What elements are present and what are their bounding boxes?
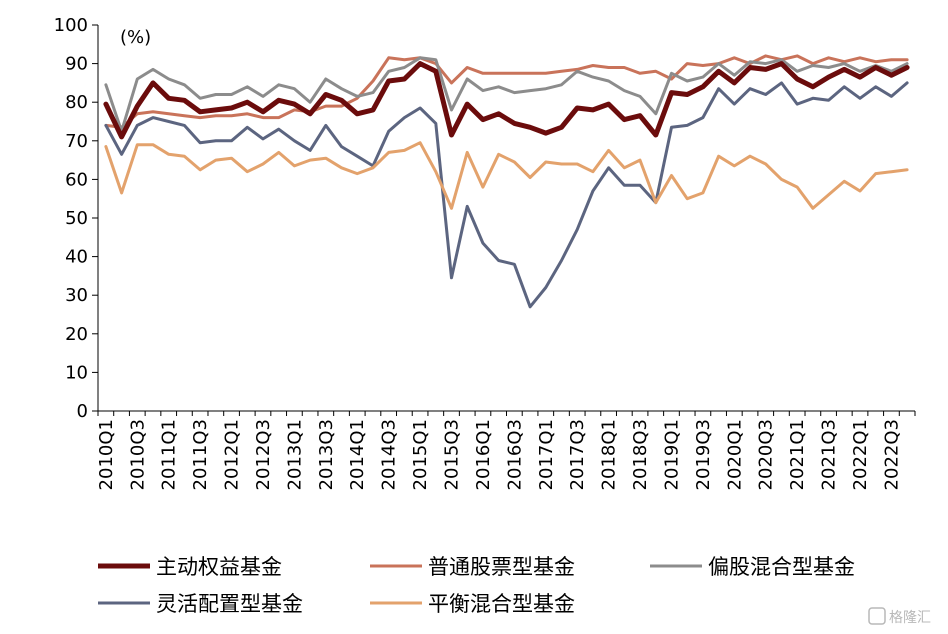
x-tick-label: 2010Q3 [127,419,148,490]
x-tick-label: 2018Q3 [630,419,651,490]
x-tick-label: 2020Q1 [724,419,745,490]
x-tick-label: 2016Q1 [473,419,494,490]
plot-lines [103,54,910,309]
y-axis: 0 10 20 30 40 50 60 70 80 90 100 [54,15,99,422]
x-tick-label: 2021Q1 [787,419,808,490]
y-tick-label: 0 [77,401,88,422]
x-tick-label: 2020Q3 [756,419,777,490]
legend-label-2: 偏股混合型基金 [708,555,855,579]
x-tick-label: 2011Q1 [159,419,180,490]
y-tick-label: 40 [65,247,88,268]
x-axis: 2010Q1 2010Q3 2011Q1 2011Q3 2012Q1 2012Q3 2013… [96,410,916,490]
x-tick-label: 2019Q3 [693,419,714,490]
x-tick-label: 2021Q3 [819,419,840,490]
series-line-1 [104,54,909,129]
y-tick-label: 30 [65,285,88,306]
y-tick-label: 80 [65,92,88,113]
x-tick-label: 2014Q3 [379,419,400,490]
series-line-0 [103,61,910,140]
unit-label: (%) [120,27,151,48]
x-tick-label: 2012Q1 [222,419,243,490]
series-line-2 [104,56,909,133]
x-tick-label: 2022Q1 [850,419,871,490]
legend-label-1: 普通股票型基金 [428,555,575,579]
series-line-4 [104,141,909,210]
y-tick-label: 10 [65,362,88,383]
x-tick-label: 2018Q1 [599,419,620,490]
x-tick-label: 2013Q3 [316,419,337,490]
legend-label-3: 灵活配置型基金 [156,592,303,616]
legend-label-4: 平衡混合型基金 [428,592,575,616]
x-tick-label: 2017Q1 [536,419,557,490]
x-tick-label: 2019Q1 [661,419,682,490]
y-tick-label: 50 [65,208,88,229]
y-tick-label: 100 [54,15,88,36]
x-tick-label: 2022Q3 [881,419,902,490]
x-tick-label: 2010Q1 [96,419,117,490]
watermark-logo-icon [868,607,886,625]
y-tick-label: 70 [65,131,88,152]
x-tick-label: 2017Q3 [567,419,588,490]
x-tick-label: 2016Q3 [504,419,525,490]
y-tick-label: 60 [65,169,88,190]
x-tick-label: 2011Q3 [190,419,211,490]
x-tick-label: 2012Q3 [253,419,274,490]
watermark-text: 格隆汇 [889,610,931,626]
x-tick-label: 2014Q1 [347,419,368,490]
legend-label-0: 主动权益基金 [156,555,282,579]
x-tick-label: 2013Q1 [284,419,305,490]
x-tick-label: 2015Q1 [410,419,431,490]
watermark: 格隆汇 [868,607,931,626]
y-tick-label: 20 [65,324,88,345]
x-tick-label: 2015Q3 [442,419,463,490]
series-line-3 [104,81,909,309]
y-tick-label: 90 [65,54,88,75]
